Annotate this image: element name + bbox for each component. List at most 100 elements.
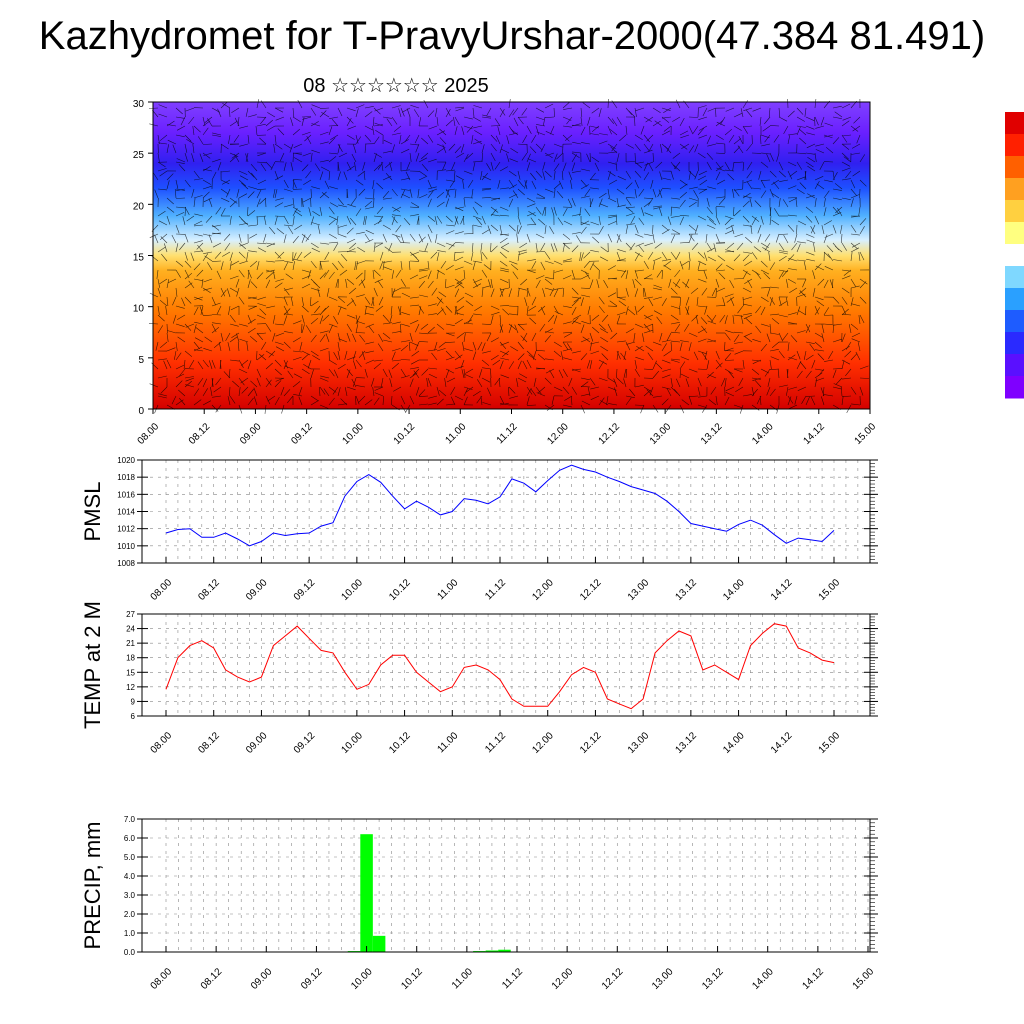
temp-x-tick-label: 14.12: [769, 730, 795, 756]
cross-section-x-tick-label: 10.12: [392, 421, 418, 447]
chart-subtitle: 08 ☆☆☆☆☆☆ 2025: [303, 75, 489, 97]
precip-bar: [498, 949, 511, 952]
cross-section-y-tick-label: 30: [133, 99, 145, 110]
precip-y-tick-label: 2.0: [124, 910, 136, 919]
colorbar-segment: [1005, 222, 1024, 245]
cross-section-x-tick-label: 09.12: [289, 421, 315, 447]
temp-x-tick-label: 15.00: [817, 730, 843, 756]
precip-x-tick-label: 14.12: [801, 966, 827, 992]
temp-y-tick-label: 21: [126, 639, 135, 648]
precip-y-tick-label: 5.0: [124, 853, 136, 862]
temp-x-tick-label: 09.00: [244, 730, 270, 756]
temp-x-tick-label: 13.00: [626, 730, 652, 756]
precip-y-axis-title: PRECIP, mm: [80, 822, 105, 950]
precip-y-tick-label: 1.0: [124, 929, 136, 938]
cross-section-x-tick-label: 08.12: [187, 421, 213, 447]
precip-bar: [485, 950, 499, 952]
pmsl-frame: [141, 459, 871, 564]
precip-x-tick-label: 12.00: [550, 966, 576, 992]
precip-y-tick-label: 3.0: [124, 891, 136, 900]
precip-plot-area: [142, 819, 870, 952]
temp-x-tick-label: 10.12: [387, 730, 413, 756]
precip-x-tick-label: 12.12: [600, 966, 626, 992]
colorbar-segment: [1005, 200, 1024, 223]
temp-x-tick-label: 10.00: [340, 730, 366, 756]
colorbar-segment: [1005, 244, 1024, 267]
pmsl-x-tick-label: 08.12: [196, 577, 222, 603]
wind-barbs: [148, 98, 870, 414]
pmsl-x-tick-label: 13.12: [674, 577, 700, 603]
cross-section-x-tick-label: 14.12: [801, 421, 827, 447]
cross-section-x-tick-label: 12.00: [545, 421, 571, 447]
pmsl-y-tick-label: 1020: [117, 456, 135, 465]
cross-section-y-tick-label: 25: [133, 150, 145, 161]
temp-frame: [141, 613, 871, 717]
temp-series-line: [165, 623, 835, 710]
pmsl-y-tick-label: 1012: [117, 525, 135, 534]
colorbar-segment: [1005, 178, 1024, 201]
cross-section-x-tick-label: 14.00: [750, 421, 776, 447]
precip-y-tick-label: 4.0: [124, 872, 136, 881]
temp-plot-area: [142, 614, 870, 716]
cross-section-y-tick-label: 0: [138, 406, 144, 417]
temp-y-tick-label: 24: [126, 625, 135, 634]
temp-x-tick-label: 08.00: [149, 730, 175, 756]
pmsl-x-tick-label: 11.12: [483, 577, 508, 602]
colorbar-segment: [1005, 354, 1024, 377]
precip-y-tick-label: 7.0: [124, 815, 136, 824]
pmsl-x-tick-label: 10.00: [340, 577, 366, 603]
cross-section-x-tick-label: 11.00: [443, 421, 468, 446]
precip-x-tick-label: 09.00: [249, 966, 275, 992]
cross-section-x-tick-label: 15.00: [853, 421, 879, 447]
pmsl-y-tick-label: 1014: [117, 508, 135, 517]
precip-x-tick-label: 08.00: [149, 966, 175, 992]
pmsl-x-tick-label: 09.12: [292, 577, 318, 603]
temp-x-tick-label: 12.12: [578, 730, 604, 756]
precip-frame: [141, 818, 871, 953]
precip-bar: [372, 935, 386, 952]
precip-y-tick-label: 6.0: [124, 834, 136, 843]
precip-x-tick-label: 10.12: [399, 966, 425, 992]
pmsl-y-tick-label: 1010: [117, 542, 135, 551]
pmsl-x-tick-label: 15.00: [817, 577, 843, 603]
precip-bar: [360, 834, 373, 952]
temp-y-tick-label: 9: [131, 697, 136, 706]
pmsl-x-tick-label: 12.12: [578, 577, 604, 603]
cross-section-field: [153, 102, 870, 409]
cross-section-x-tick-label: 10.00: [341, 421, 367, 447]
cross-section-y-tick-label: 10: [133, 304, 145, 315]
pmsl-y-tick-label: 1008: [117, 559, 135, 568]
colorbar-segment: [1005, 288, 1024, 311]
pmsl-x-tick-label: 14.00: [721, 577, 747, 603]
cross-section-x-tick-label: 08.00: [136, 421, 162, 447]
pmsl-x-tick-label: 09.00: [244, 577, 270, 603]
temp-y-tick-label: 12: [126, 683, 135, 692]
pmsl-y-tick-label: 1016: [117, 490, 135, 499]
temp-y-tick-label: 27: [126, 610, 135, 619]
temp-x-tick-label: 12.00: [530, 730, 556, 756]
cross-section-x-tick-label: 11.12: [495, 421, 520, 446]
precip-x-tick-label: 14.00: [750, 966, 776, 992]
colorbar-segment: [1005, 134, 1024, 157]
temp-x-tick-label: 08.12: [196, 730, 222, 756]
precip-x-tick-label: 09.12: [299, 966, 325, 992]
pmsl-x-tick-label: 08.00: [149, 577, 175, 603]
cross-section-y-tick-label: 20: [133, 201, 145, 212]
pmsl-series-line: [165, 464, 835, 547]
pmsl-x-tick-label: 13.00: [626, 577, 652, 603]
colorbar-segment: [1005, 376, 1024, 399]
temp-x-tick-label: 11.12: [483, 730, 508, 755]
cross-section-x-tick-label: 12.12: [597, 421, 623, 447]
pmsl-x-tick-label: 11.00: [435, 577, 460, 602]
precip-y-tick-label: 0.0: [124, 948, 136, 957]
colorbar-segment: [1005, 112, 1024, 135]
colorbar-segment: [1005, 310, 1024, 333]
temp-y-tick-label: 6: [131, 712, 136, 721]
precip-x-tick-label: 11.12: [500, 966, 525, 991]
precip-x-tick-label: 13.12: [700, 966, 726, 992]
precip-x-tick-label: 13.00: [650, 966, 676, 992]
pmsl-x-tick-label: 12.00: [530, 577, 556, 603]
precip-x-tick-label: 08.12: [199, 966, 225, 992]
pmsl-y-axis-title: PMSL: [80, 482, 105, 542]
